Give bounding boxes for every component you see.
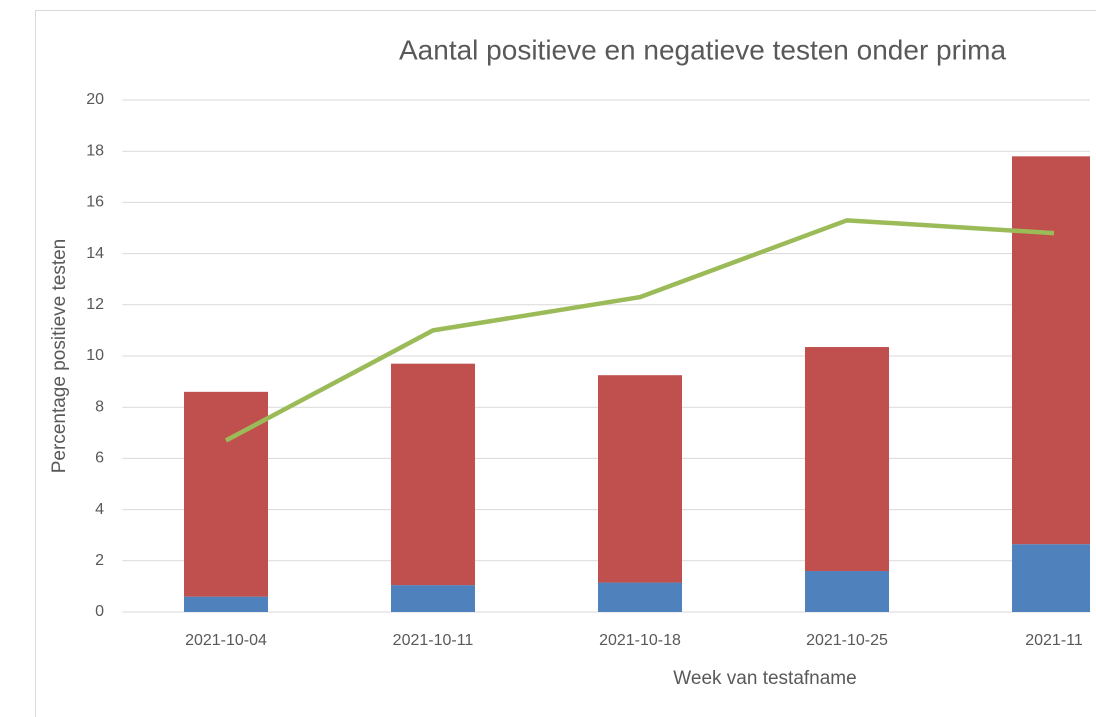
chart-title: Aantal positieve en negatieve testen ond… <box>399 34 1006 65</box>
bar <box>598 375 682 583</box>
bar <box>184 596 268 612</box>
plot-area: Aantal positieve en negatieve testen ond… <box>122 34 1090 689</box>
x-tick-label: 2021-10-11 <box>393 632 474 649</box>
chart-frame <box>35 10 1096 717</box>
bar <box>1012 544 1090 612</box>
y-tick-label: 8 <box>95 398 104 415</box>
x-tick-label: 2021-10-04 <box>185 632 267 649</box>
y-tick-label: 2 <box>95 552 104 569</box>
y-tick-label: 18 <box>86 142 104 159</box>
y-tick-label: 16 <box>86 194 104 211</box>
bar <box>805 571 889 612</box>
x-tick-label: 2021-11 <box>1025 632 1083 649</box>
bar <box>391 363 475 586</box>
bar <box>391 585 475 612</box>
y-tick-label: 12 <box>86 296 104 313</box>
y-tick-label: 6 <box>95 450 104 467</box>
y-tick-label: 10 <box>86 347 104 364</box>
bar <box>805 347 889 572</box>
x-axis-title: Week van testafname <box>673 668 856 689</box>
y-tick-label: 0 <box>95 603 104 620</box>
y-tick-label: 4 <box>95 501 104 518</box>
x-tick-label: 2021-10-18 <box>599 632 681 649</box>
y-tick-label: 20 <box>86 91 104 108</box>
y-axis-title: Percentage positieve testen <box>49 239 70 474</box>
bar <box>598 582 682 612</box>
y-tick-label: 14 <box>86 245 104 262</box>
line <box>224 218 1055 443</box>
x-tick-label: 2021-10-25 <box>806 632 888 649</box>
bar <box>1012 156 1090 545</box>
